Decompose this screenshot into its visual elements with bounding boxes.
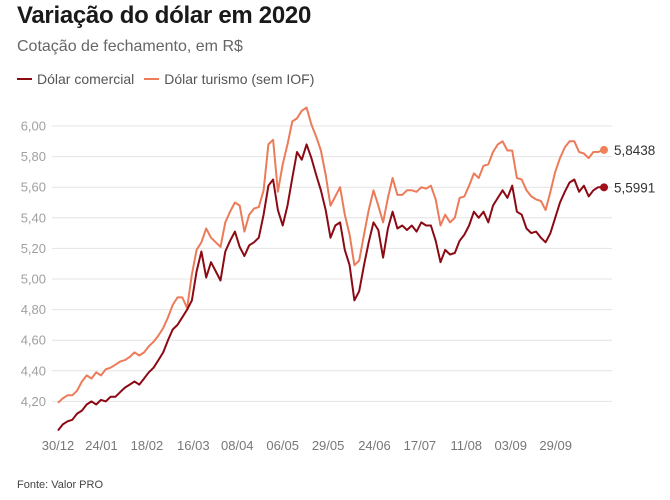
y-tick-label: 4,40 [21,363,46,378]
x-tick-label: 06/05 [266,438,299,453]
grid-lines [52,125,612,402]
x-tick-label: 03/09 [494,438,527,453]
x-tick-label: 16/03 [177,438,210,453]
x-tick-label: 11/08 [450,438,482,453]
x-tick-label: 29/09 [539,438,572,453]
series-line-turismo [57,106,604,404]
y-tick-label: 5,40 [21,210,46,225]
x-tick-label: 24/06 [358,438,391,453]
legend-label-turismo: Dólar turismo (sem IOF) [164,71,315,87]
x-axis-ticks: 30/12 24/01 18/02 16/03 08/04 06/05 29/05 24/06… [42,438,572,453]
legend-item-turismo: Dólar turismo (sem IOF) [144,71,314,87]
chart-title: Variação do dólar em 2020 [17,2,311,29]
last-point-comercial [600,183,608,192]
y-axis-ticks: 4,20 4,40 4,60 4,80 5,00 5,20 5,40 5,60 5,80 6,00 [21,119,46,409]
legend-swatch-comercial [17,78,32,80]
y-tick-label: 5,80 [21,149,46,164]
last-value-label-turismo: 5,8438 [614,143,655,158]
series-line-comercial [57,143,604,432]
last-point-turismo [600,145,608,154]
x-tick-label: 18/02 [131,438,164,453]
y-tick-label: 4,80 [21,302,46,317]
series-group: 5,8438 5,5991 [57,106,655,432]
y-tick-label: 4,20 [21,394,46,409]
y-tick-label: 5,00 [21,272,46,287]
chart-subtitle: Cotação de fechamento, em R$ [17,38,243,55]
x-tick-label: 30/12 [42,438,75,453]
x-tick-label: 29/05 [312,438,345,453]
y-tick-label: 5,20 [21,241,46,256]
x-tick-label: 17/07 [404,438,437,453]
legend-label-comercial: Dólar comercial [37,71,135,87]
legend-swatch-turismo [144,78,160,80]
y-tick-label: 6,00 [21,119,46,134]
last-value-label-comercial: 5,5991 [614,180,655,195]
legend-item-comercial: Dólar comercial [17,71,134,87]
x-tick-label: 24/01 [85,438,118,453]
y-tick-label: 4,60 [21,333,46,348]
legend: Dólar comercial Dólar turismo (sem IOF) [17,71,324,87]
y-tick-label: 5,60 [21,180,46,195]
x-tick-label: 08/04 [221,438,254,453]
source-note: Fonte: Valor PRO [17,479,103,491]
